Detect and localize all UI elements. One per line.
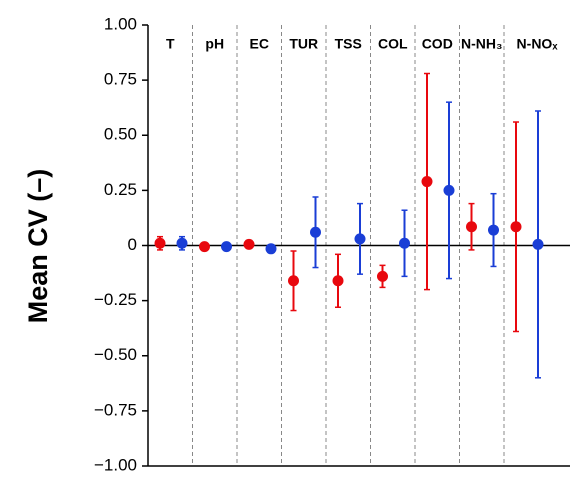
point — [221, 241, 232, 253]
category-label: N-NOₓ — [517, 36, 559, 52]
category-label: T — [166, 36, 175, 52]
category-label: TUR — [289, 36, 318, 52]
category-label: TSS — [335, 36, 362, 52]
point — [199, 241, 210, 253]
point — [354, 233, 366, 245]
category-label: COD — [422, 36, 453, 52]
point — [310, 226, 321, 238]
point — [332, 275, 344, 287]
y-tick-label: −0.50 — [94, 345, 137, 364]
point — [243, 238, 255, 250]
point — [265, 243, 277, 255]
point — [421, 176, 433, 188]
category-label: EC — [250, 36, 269, 52]
point — [443, 184, 455, 196]
point — [399, 237, 410, 249]
point — [154, 237, 166, 249]
point — [466, 221, 477, 233]
point — [532, 238, 544, 250]
y-tick-label: 0 — [128, 235, 137, 254]
y-axis-label: Mean CV (–) — [23, 169, 53, 324]
y-tick-label: 0.25 — [104, 180, 137, 199]
point — [377, 270, 388, 282]
y-tick-label: −0.25 — [94, 290, 137, 309]
y-tick-label: 0.50 — [104, 125, 137, 144]
category-label: pH — [205, 36, 224, 52]
point — [176, 237, 188, 249]
y-tick-label: −0.75 — [94, 400, 137, 419]
y-tick-label: 0.75 — [104, 70, 137, 89]
y-tick-label: −1.00 — [94, 455, 137, 474]
y-tick-label: 1.00 — [104, 14, 137, 33]
point — [488, 224, 499, 236]
point — [288, 275, 299, 287]
point — [510, 221, 522, 233]
category-label: COL — [378, 36, 408, 52]
category-label: N-NH₃ — [461, 36, 502, 52]
